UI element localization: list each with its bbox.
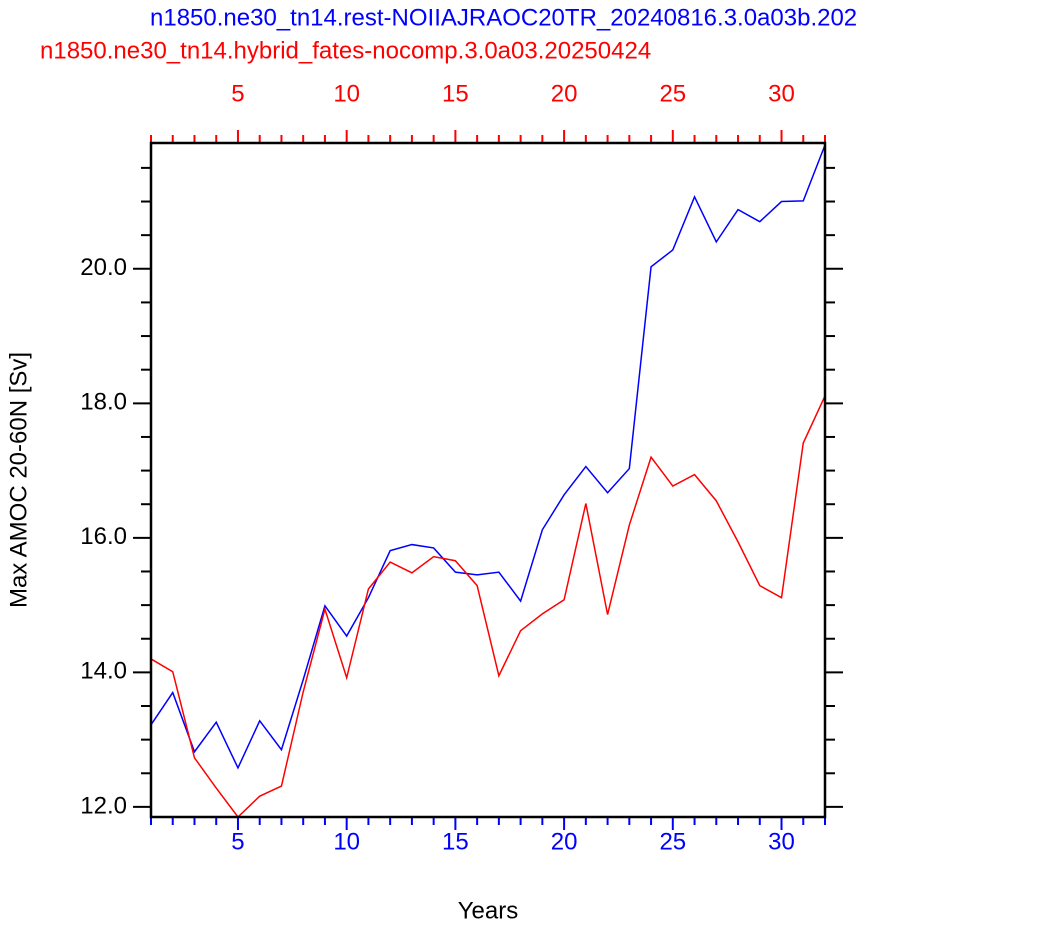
x-tick-label-top: 10 <box>333 80 360 107</box>
x-tick-label-top: 5 <box>231 80 244 107</box>
x-tick-label: 5 <box>231 828 244 855</box>
y-tick-label: 12.0 <box>80 792 127 819</box>
x-tick-label-top: 25 <box>659 80 686 107</box>
x-tick-label: 25 <box>659 828 686 855</box>
x-tick-label-top: 15 <box>442 80 469 107</box>
series-line <box>150 144 826 770</box>
y-tick-label: 20.0 <box>80 254 127 281</box>
x-tick-label-top: 20 <box>551 80 578 107</box>
y-tick-label: 18.0 <box>80 389 127 416</box>
y-tick-label: 14.0 <box>80 658 127 685</box>
x-tick-label: 10 <box>333 828 360 855</box>
x-tick-label-top: 30 <box>768 80 795 107</box>
x-tick-label: 15 <box>442 828 469 855</box>
y-tick-label: 16.0 <box>80 523 127 550</box>
y-axis-label: Max AMOC 20-60N [Sv] <box>5 352 32 608</box>
x-tick-label: 30 <box>768 828 795 855</box>
x-axis-label: Years <box>458 897 519 924</box>
plot-frame <box>149 141 827 819</box>
series-title: n1850.ne30_tn14.rest-NOIIAJRAOC20TR_2024… <box>150 4 857 31</box>
x-tick-label: 20 <box>551 828 578 855</box>
series-line <box>150 395 826 819</box>
series-title: n1850.ne30_tn14.hybrid_fates-nocomp.3.0a… <box>40 37 651 64</box>
